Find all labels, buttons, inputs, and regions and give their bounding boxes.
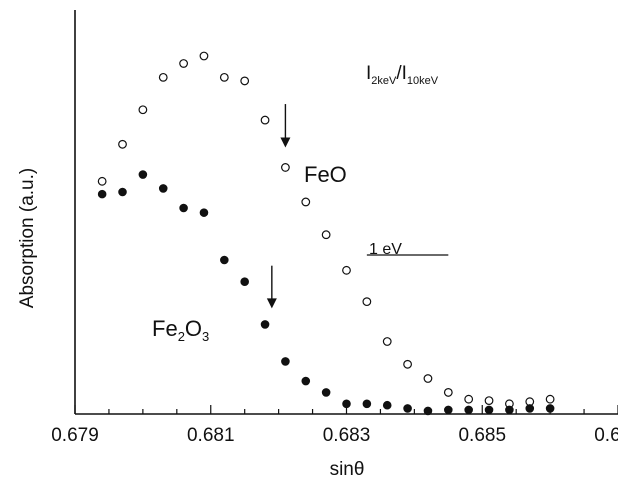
feo-label: FeO bbox=[304, 162, 347, 187]
series-feo bbox=[97, 51, 555, 409]
y-axis-label: Absorption (a.u.) bbox=[17, 168, 38, 308]
fe2o3-point bbox=[362, 399, 372, 409]
fe2o3-point bbox=[342, 399, 351, 409]
x-tick-label: 0.683 bbox=[323, 425, 371, 446]
arrow-head-icon bbox=[280, 137, 291, 148]
fe2o3-point bbox=[138, 170, 148, 179]
plot-frame bbox=[74, 10, 618, 415]
feo-point bbox=[484, 396, 494, 406]
x-tick-label: 0.679 bbox=[51, 425, 99, 446]
fe2o3-point bbox=[403, 404, 412, 413]
feo-point bbox=[342, 265, 351, 275]
fe2o3-point bbox=[321, 388, 331, 397]
fe2o3-point bbox=[382, 400, 392, 410]
fe2o3-point bbox=[484, 405, 494, 415]
feo-point bbox=[382, 337, 392, 346]
feo-point bbox=[199, 51, 209, 61]
feo-point bbox=[281, 163, 290, 172]
feo-point bbox=[97, 176, 107, 186]
fe2o3-point bbox=[158, 184, 168, 193]
fe2o3-point bbox=[464, 405, 473, 415]
fe2o3-point bbox=[525, 404, 535, 413]
feo-point bbox=[321, 230, 331, 240]
feo-point bbox=[423, 374, 433, 383]
feo-point bbox=[179, 59, 189, 68]
fe2o3-point bbox=[240, 277, 249, 287]
fe2o3-point bbox=[545, 404, 555, 413]
feo-point bbox=[464, 394, 474, 404]
feo-point bbox=[301, 197, 311, 207]
x-axis-label: sinθ bbox=[330, 459, 365, 480]
feo-point bbox=[158, 72, 168, 82]
fe2o3-point bbox=[97, 189, 107, 199]
feo-point bbox=[118, 139, 127, 149]
feo-point bbox=[443, 388, 453, 397]
x-tick-label: 0.685 bbox=[458, 425, 506, 446]
fe2o3-point bbox=[260, 320, 270, 329]
fe2o3-point bbox=[179, 203, 188, 213]
scale-bar-label: 1 eV bbox=[369, 241, 402, 258]
arrow-head-icon bbox=[266, 298, 277, 309]
fe2o3-point bbox=[505, 405, 514, 415]
arrows bbox=[266, 104, 291, 309]
feo-point bbox=[240, 76, 250, 86]
fe2o3-point bbox=[301, 376, 311, 386]
fe2o3-point bbox=[281, 357, 290, 366]
series-fe2o3 bbox=[97, 170, 555, 416]
fe2o3-point bbox=[199, 208, 209, 217]
feo-point bbox=[219, 72, 229, 82]
fe2o3-label: Fe2O3 bbox=[152, 316, 209, 344]
x-tick-labels: 0.679 0.681 0.683 0.685 0.687 bbox=[51, 425, 618, 446]
feo-point bbox=[138, 105, 148, 115]
feo-point bbox=[403, 359, 412, 369]
fe2o3-point bbox=[220, 255, 229, 265]
feo-point bbox=[545, 394, 555, 404]
fe2o3-point bbox=[423, 406, 433, 416]
fe2o3-point bbox=[444, 405, 453, 415]
x-tick-label: 0.681 bbox=[187, 425, 235, 446]
feo-point bbox=[362, 297, 372, 307]
fe2o3-point bbox=[118, 187, 127, 197]
intensity-ratio-label: I2keV/I10keV bbox=[366, 63, 439, 87]
feo-point bbox=[260, 115, 270, 125]
x-tick-label: 0.687 bbox=[594, 425, 618, 446]
